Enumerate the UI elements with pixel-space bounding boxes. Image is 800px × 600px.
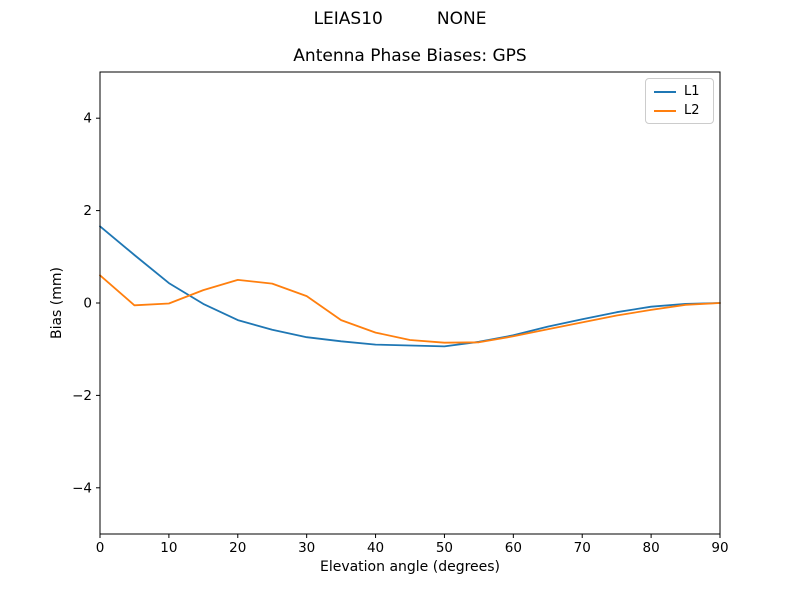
x-tick-label: 90 (711, 540, 728, 556)
chart-title: Antenna Phase Biases: GPS (293, 46, 527, 66)
x-tick-label: 70 (574, 540, 591, 556)
y-axis-label: Bias (mm) (49, 266, 65, 340)
legend-item-l1: L1 (654, 85, 713, 98)
x-tick-label: 50 (436, 540, 453, 556)
legend-label-l2: L2 (684, 103, 700, 118)
x-tick-label: 40 (367, 540, 384, 556)
x-tick-label: 20 (229, 540, 246, 556)
x-tick-label: 80 (643, 540, 660, 556)
series-line-l2 (99, 274, 721, 344)
y-tick-label: 2 (83, 203, 92, 219)
x-axis-label: Elevation angle (degrees) (319, 559, 501, 575)
figure-suptitle: LEIAS10 NONE (313, 9, 487, 29)
l1-line-swatch (654, 90, 676, 93)
x-tick-label: 30 (298, 540, 315, 556)
y-tick-label: 4 (83, 111, 92, 127)
y-tick-label: 0 (83, 296, 92, 312)
series-line-l1 (99, 225, 721, 348)
y-tick-label: −4 (72, 480, 92, 496)
x-tick-label: 10 (160, 540, 177, 556)
x-tick-label: 60 (505, 540, 522, 556)
y-tick-label: −2 (72, 388, 92, 404)
legend: L1 L2 (645, 78, 714, 124)
l2-line-swatch (654, 109, 676, 112)
legend-item-l2: L2 (654, 104, 713, 117)
legend-label-l1: L1 (684, 84, 700, 99)
x-tick-label: 0 (96, 540, 105, 556)
axes-spines (99, 71, 721, 535)
